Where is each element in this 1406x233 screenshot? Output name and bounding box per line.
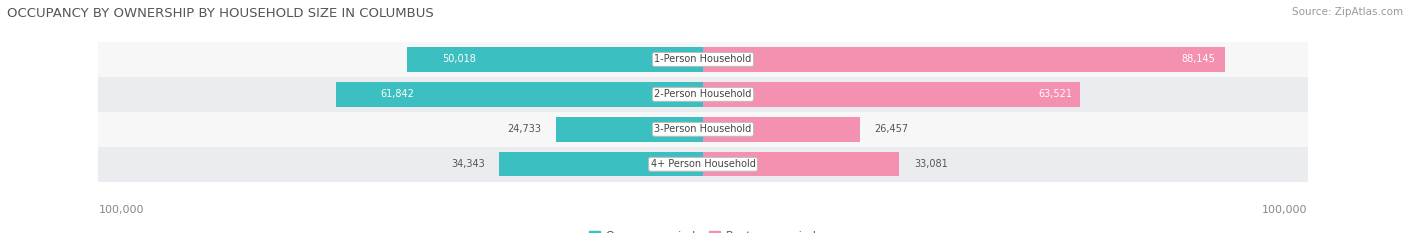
Bar	[406, 47, 703, 72]
Bar	[98, 147, 1308, 182]
Bar	[703, 152, 898, 177]
Text: 3-Person Household: 3-Person Household	[654, 124, 752, 134]
Text: 88,145: 88,145	[1181, 55, 1215, 64]
Text: 24,733: 24,733	[508, 124, 541, 134]
Bar	[703, 47, 1226, 72]
Text: 63,521: 63,521	[1038, 89, 1071, 99]
Text: 2-Person Household: 2-Person Household	[654, 89, 752, 99]
Bar	[98, 77, 1308, 112]
Bar	[703, 82, 1080, 107]
Text: 100,000: 100,000	[1263, 205, 1308, 215]
Bar	[499, 152, 703, 177]
Text: Source: ZipAtlas.com: Source: ZipAtlas.com	[1292, 7, 1403, 17]
Text: 4+ Person Household: 4+ Person Household	[651, 159, 755, 169]
Text: 61,842: 61,842	[381, 89, 415, 99]
Bar	[336, 82, 703, 107]
Text: 26,457: 26,457	[875, 124, 908, 134]
Text: 100,000: 100,000	[98, 205, 143, 215]
Text: OCCUPANCY BY OWNERSHIP BY HOUSEHOLD SIZE IN COLUMBUS: OCCUPANCY BY OWNERSHIP BY HOUSEHOLD SIZE…	[7, 7, 434, 20]
Text: 50,018: 50,018	[441, 55, 477, 64]
Bar	[98, 112, 1308, 147]
Text: 33,081: 33,081	[914, 159, 948, 169]
Bar	[703, 117, 860, 141]
Text: 34,343: 34,343	[451, 159, 485, 169]
Bar	[557, 117, 703, 141]
Legend: Owner-occupied, Renter-occupied: Owner-occupied, Renter-occupied	[585, 226, 821, 233]
Text: 1-Person Household: 1-Person Household	[654, 55, 752, 64]
Bar	[98, 42, 1308, 77]
